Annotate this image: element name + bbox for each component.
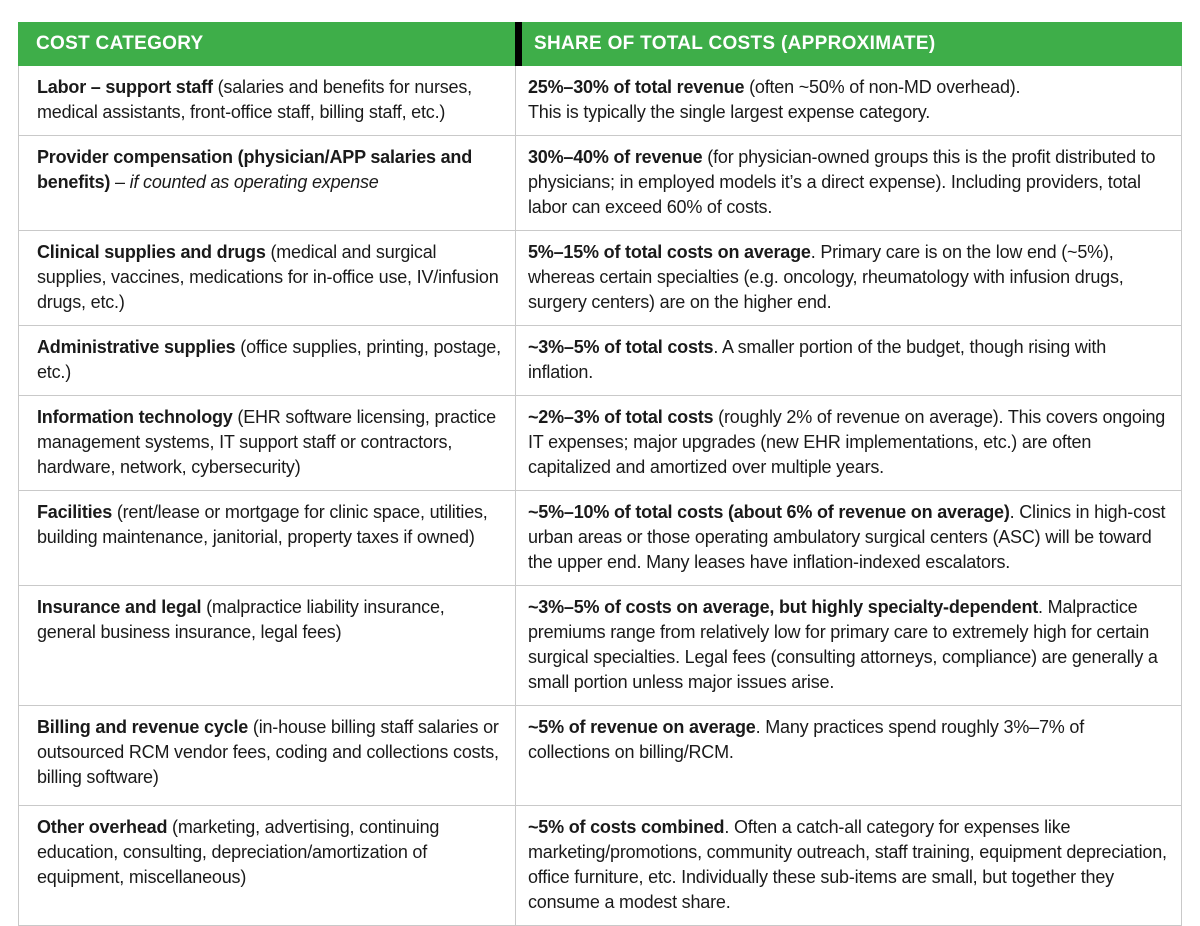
category-detail: (EHR software licensing, practice manage… — [37, 407, 496, 477]
category-name: Other overhead — [37, 817, 168, 837]
share-detail: . Malpractice premiums range from relati… — [528, 597, 1158, 692]
share-detail: (roughly 2% of revenue on average). This… — [528, 407, 1166, 477]
share-detail: . Primary care is on the low end (~5%), … — [528, 242, 1124, 312]
share-value: ~3%–5% of total costs — [528, 337, 714, 357]
category-detail: (marketing, advertising, continuing educ… — [37, 817, 440, 887]
category-cell: Other overhead (marketing, advertising, … — [18, 806, 515, 926]
category-cell: Labor – support staff (salaries and bene… — [18, 66, 515, 136]
category-name: Provider compensation (physician/APP sal… — [37, 147, 473, 192]
share-cell: 5%–15% of total costs on average. Primar… — [515, 231, 1182, 326]
table-header-row: COST CATEGORY SHARE OF TOTAL COSTS (APPR… — [18, 22, 1182, 66]
category-detail: (medical and surgical supplies, vaccines… — [37, 242, 499, 312]
share-value: ~3%–5% of costs on average, but highly s… — [528, 597, 1039, 617]
share-cell: ~3%–5% of total costs. A smaller portion… — [515, 326, 1182, 396]
category-cell: Insurance and legal (malpractice liabili… — [18, 586, 515, 706]
header-cost-category: COST CATEGORY — [18, 22, 515, 66]
table-row: Clinical supplies and drugs (medical and… — [18, 231, 1182, 326]
table-row: Billing and revenue cycle (in-house bill… — [18, 706, 1182, 806]
share-cell: 25%–30% of total revenue (often ~50% of … — [515, 66, 1182, 136]
header-share-of-total-costs: SHARE OF TOTAL COSTS (APPROXIMATE) — [515, 22, 1182, 66]
category-note: if counted as operating expense — [129, 172, 379, 192]
share-value: 25%–30% of total revenue — [528, 77, 745, 97]
category-detail: – — [110, 172, 130, 192]
category-cell: Billing and revenue cycle (in-house bill… — [18, 706, 515, 806]
category-detail: (salaries and benefits for nurses, medic… — [37, 77, 472, 122]
share-value: ~5% of revenue on average — [528, 717, 756, 737]
category-cell: Facilities (rent/lease or mortgage for c… — [18, 491, 515, 586]
share-detail: . Many practices spend roughly 3%–7% of … — [528, 717, 1084, 762]
share-detail: . A smaller portion of the budget, thoug… — [528, 337, 1107, 382]
share-value: ~5% of costs combined — [528, 817, 725, 837]
category-name: Information technology — [37, 407, 233, 427]
category-name: Clinical supplies and drugs — [37, 242, 266, 262]
category-cell: Clinical supplies and drugs (medical and… — [18, 231, 515, 326]
share-value: ~2%–3% of total costs — [528, 407, 714, 427]
share-value: ~5%–10% of total costs (about 6% of reve… — [528, 502, 1010, 522]
share-detail: (often ~50% of non-MD overhead). — [744, 77, 1021, 97]
table-row: Information technology (EHR software lic… — [18, 396, 1182, 491]
category-name: Administrative supplies — [37, 337, 236, 357]
share-cell: ~2%–3% of total costs (roughly 2% of rev… — [515, 396, 1182, 491]
table-row: Other overhead (marketing, advertising, … — [18, 806, 1182, 926]
share-value: 5%–15% of total costs on average — [528, 242, 811, 262]
category-cell: Provider compensation (physician/APP sal… — [18, 136, 515, 231]
share-detail: (for physician-owned groups this is the … — [528, 147, 1156, 217]
table-row: Labor – support staff (salaries and bene… — [18, 66, 1182, 136]
share-detail: . Clinics in high-cost urban areas or th… — [528, 502, 1166, 572]
cost-breakdown-table: COST CATEGORY SHARE OF TOTAL COSTS (APPR… — [18, 22, 1182, 926]
category-detail: (in-house billing staff salaries or outs… — [37, 717, 499, 787]
share-cell: ~5% of revenue on average. Many practice… — [515, 706, 1182, 806]
table-row: Facilities (rent/lease or mortgage for c… — [18, 491, 1182, 586]
category-detail: (office supplies, printing, postage, etc… — [37, 337, 501, 382]
share-cell: 30%–40% of revenue (for physician-owned … — [515, 136, 1182, 231]
share-detail: . Often a catch-all category for expense… — [528, 817, 1167, 912]
category-name: Insurance and legal — [37, 597, 202, 617]
category-cell: Information technology (EHR software lic… — [18, 396, 515, 491]
category-name: Labor – support staff — [37, 77, 213, 97]
share-cell: ~5% of costs combined. Often a catch-all… — [515, 806, 1182, 926]
category-detail: (rent/lease or mortgage for clinic space… — [37, 502, 488, 547]
share-value: 30%–40% of revenue — [528, 147, 703, 167]
category-cell: Administrative supplies (office supplies… — [18, 326, 515, 396]
share-cell: ~3%–5% of costs on average, but highly s… — [515, 586, 1182, 706]
share-cell: ~5%–10% of total costs (about 6% of reve… — [515, 491, 1182, 586]
table-row: Administrative supplies (office supplies… — [18, 326, 1182, 396]
share-detail-line2: This is typically the single largest exp… — [528, 102, 931, 122]
category-name: Billing and revenue cycle — [37, 717, 249, 737]
table-row: Insurance and legal (malpractice liabili… — [18, 586, 1182, 706]
category-detail: (malpractice liability insurance, genera… — [37, 597, 445, 642]
table-row: Provider compensation (physician/APP sal… — [18, 136, 1182, 231]
category-name: Facilities — [37, 502, 113, 522]
